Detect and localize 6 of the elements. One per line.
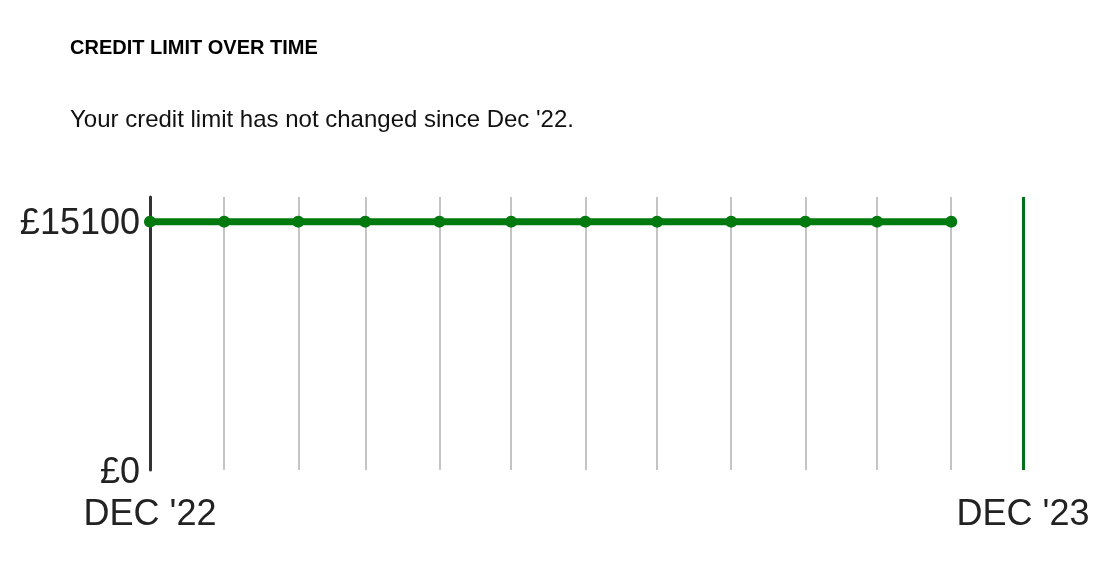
x-tick-label: DEC '23 [956, 491, 1090, 533]
chart-title: CREDIT LIMIT OVER TIME [70, 36, 318, 58]
y-tick-label: £0 [99, 449, 140, 491]
y-tick-label: £15100 [19, 201, 140, 243]
x-tick-label: DEC '22 [83, 491, 217, 533]
chart-subtitle: Your credit limit has not changed since Dec '22. [70, 104, 574, 132]
